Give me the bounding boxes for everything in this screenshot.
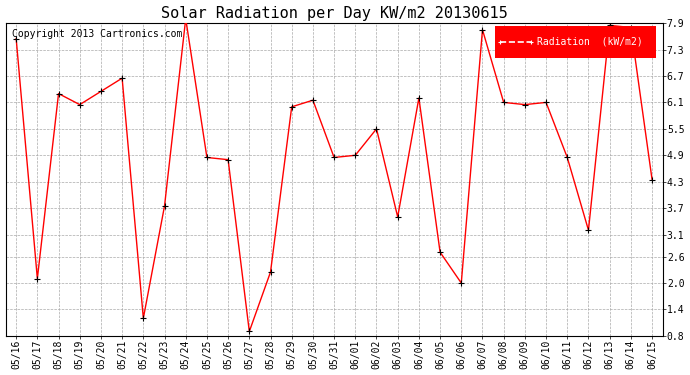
Title: Solar Radiation per Day KW/m2 20130615: Solar Radiation per Day KW/m2 20130615	[161, 6, 507, 21]
Text: Copyright 2013 Cartronics.com: Copyright 2013 Cartronics.com	[12, 29, 182, 39]
